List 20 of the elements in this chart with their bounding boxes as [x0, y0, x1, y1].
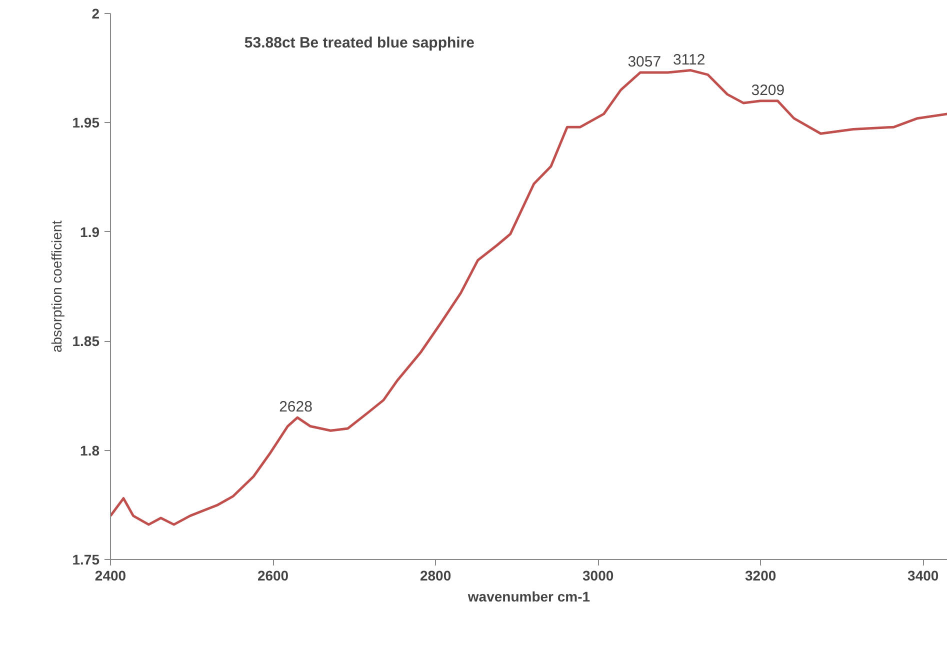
x-tick-label: 3000: [582, 568, 614, 584]
line-series: [110, 69, 947, 526]
y-tick-label: 1.85: [72, 333, 100, 350]
x-tick-label: 2600: [257, 568, 289, 584]
y-axis-title: absorption coefficient: [48, 220, 64, 353]
x-tick-label: 2400: [94, 568, 126, 584]
y-tick-label: 2: [92, 6, 100, 22]
annotation: 3057: [628, 53, 662, 70]
annotation: 3112: [672, 51, 706, 68]
annotation: 53.88ct Be treated blue sapphire: [244, 34, 475, 52]
x-tick-label: 3400: [908, 568, 939, 584]
y-tick-label: 1.75: [72, 552, 100, 568]
y-tick-label: 1.8: [80, 442, 100, 458]
annotation: 3209: [751, 82, 785, 99]
x-axis-title: wavenumber cm-1: [466, 588, 590, 604]
annotation: 2628: [279, 398, 312, 416]
y-tick-label: 1.95: [72, 114, 100, 131]
x-tick-label: 3200: [745, 568, 776, 584]
x-tick-label: 2800: [420, 568, 452, 584]
y-tick-label: 1.9: [80, 224, 100, 240]
